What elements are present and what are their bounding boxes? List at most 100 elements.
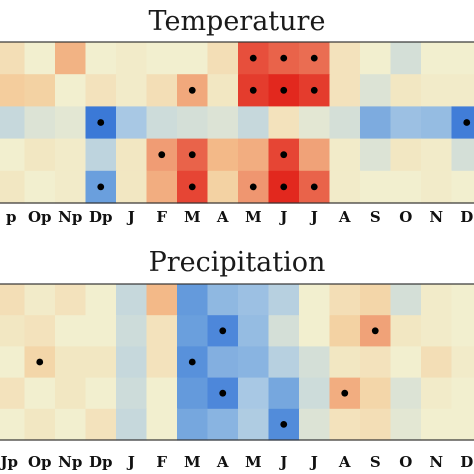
heatmap-cell (329, 170, 361, 204)
heatmap-cell (146, 377, 178, 410)
month-tick-label: M (245, 208, 262, 226)
heatmap-cell (421, 42, 453, 75)
month-tick-label: S (370, 453, 381, 471)
heatmap-cell (24, 377, 56, 410)
month-tick-label: D (460, 453, 473, 471)
significance-dot (371, 327, 379, 335)
month-tick-label: O (399, 453, 412, 471)
heatmap-cell (24, 106, 56, 140)
heatmap-cell (55, 106, 87, 140)
heatmap-cell (360, 346, 392, 379)
month-tick-label: A (216, 453, 229, 471)
heatmap-cell (299, 315, 331, 347)
heatmap-cell (238, 315, 270, 347)
heatmap-cell (390, 346, 422, 379)
heatmap-cell (146, 170, 178, 204)
heatmap-cell (451, 106, 474, 140)
heatmap-cell (451, 170, 474, 204)
heatmap-cell (85, 42, 117, 75)
heatmap-cell (177, 377, 209, 410)
month-tick-label: p (6, 208, 17, 226)
heatmap-cell (299, 346, 331, 379)
month-tick-label: A (216, 208, 229, 226)
heatmap-cell (0, 170, 26, 204)
heatmap-cell (238, 408, 270, 441)
heatmap-cell (421, 138, 453, 172)
significance-dot (219, 389, 227, 397)
significance-dot (158, 151, 166, 159)
heatmap-cell (421, 315, 453, 347)
heatmap-cell (360, 42, 392, 75)
month-tick-label: F (156, 208, 167, 226)
significance-dot (280, 183, 288, 191)
heatmap-cell (207, 138, 239, 172)
significance-dot (310, 183, 318, 191)
heatmap-cell (116, 106, 148, 140)
month-tick-label: Np (58, 208, 82, 226)
significance-dot (249, 54, 257, 62)
heatmap-cell (0, 106, 26, 140)
heatmap-cell (451, 346, 474, 379)
month-tick-label: Op (28, 453, 52, 471)
significance-dot (463, 119, 471, 126)
heatmap-cell (238, 106, 270, 140)
heatmap-cell (85, 377, 117, 410)
heatmap-cell (146, 315, 178, 347)
heatmap-cell (451, 42, 474, 75)
significance-dot (280, 151, 288, 159)
month-tick-label: M (184, 453, 201, 471)
temperature-month-labels: p Op Np Dp J F M A M J J A S O N D (6, 208, 473, 226)
heatmap-cell (177, 106, 209, 140)
heatmap-cell (24, 42, 56, 75)
heatmap-cell (207, 346, 239, 379)
heatmap-cell (24, 74, 56, 107)
month-tick-label: A (338, 208, 351, 226)
month-tick-label: J (309, 453, 318, 471)
heatmap-cell (390, 138, 422, 172)
heatmap-cell (146, 106, 178, 140)
month-tick-label: J (278, 453, 287, 471)
heatmap-cell (146, 74, 178, 107)
heatmap-cell (116, 138, 148, 172)
temperature-panel: Temperature p Op Np Dp J F M A M J J A S O N D (0, 6, 474, 226)
heatmap-cell (360, 106, 392, 140)
heatmap-cell (116, 74, 148, 107)
heatmap-cell (329, 42, 361, 75)
month-tick-label: J (126, 453, 135, 471)
heatmap-cell (0, 284, 26, 316)
heatmap-cell (85, 284, 117, 316)
heatmap-cell (207, 284, 239, 316)
heatmap-cell (24, 408, 56, 441)
heatmap-cell (421, 106, 453, 140)
temperature-significance-dots (97, 54, 471, 191)
heatmap-cell (329, 315, 361, 347)
heatmap-cell (238, 284, 270, 316)
precipitation-month-labels: Jp Op Np Dp J F M A M J J A S O N D (0, 453, 473, 471)
heatmap-cell (390, 315, 422, 347)
month-tick-label: J (126, 208, 135, 226)
heatmap-cell (55, 315, 87, 347)
heatmap-cell (85, 138, 117, 172)
heatmap-cell (0, 42, 26, 75)
heatmap-cell (329, 346, 361, 379)
heatmap-cell (451, 74, 474, 107)
heatmap-cell (0, 138, 26, 172)
heatmap-cell (116, 346, 148, 379)
heatmap-cell (329, 284, 361, 316)
heatmap-cell (390, 106, 422, 140)
heatmap-cell (116, 284, 148, 316)
month-tick-label: M (245, 453, 262, 471)
heatmap-cell (146, 346, 178, 379)
heatmap-cell (238, 346, 270, 379)
month-tick-label: Dp (89, 208, 113, 226)
heatmap-cell (207, 74, 239, 107)
heatmap-cell (451, 377, 474, 410)
heatmap-cell (0, 377, 26, 410)
heatmap-cell (299, 408, 331, 441)
precipitation-panel: Precipitation Jp Op Np Dp J F M A M J J A S O N D (0, 247, 474, 471)
heatmap-cell (329, 408, 361, 441)
heatmap-cell (116, 408, 148, 441)
temperature-title: Temperature (149, 6, 326, 37)
heatmap-cell (329, 138, 361, 172)
heatmap-cell (299, 106, 331, 140)
